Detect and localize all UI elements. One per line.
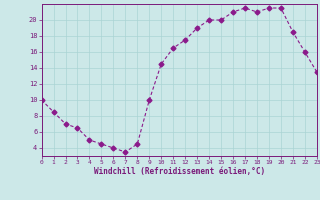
X-axis label: Windchill (Refroidissement éolien,°C): Windchill (Refroidissement éolien,°C) — [94, 167, 265, 176]
